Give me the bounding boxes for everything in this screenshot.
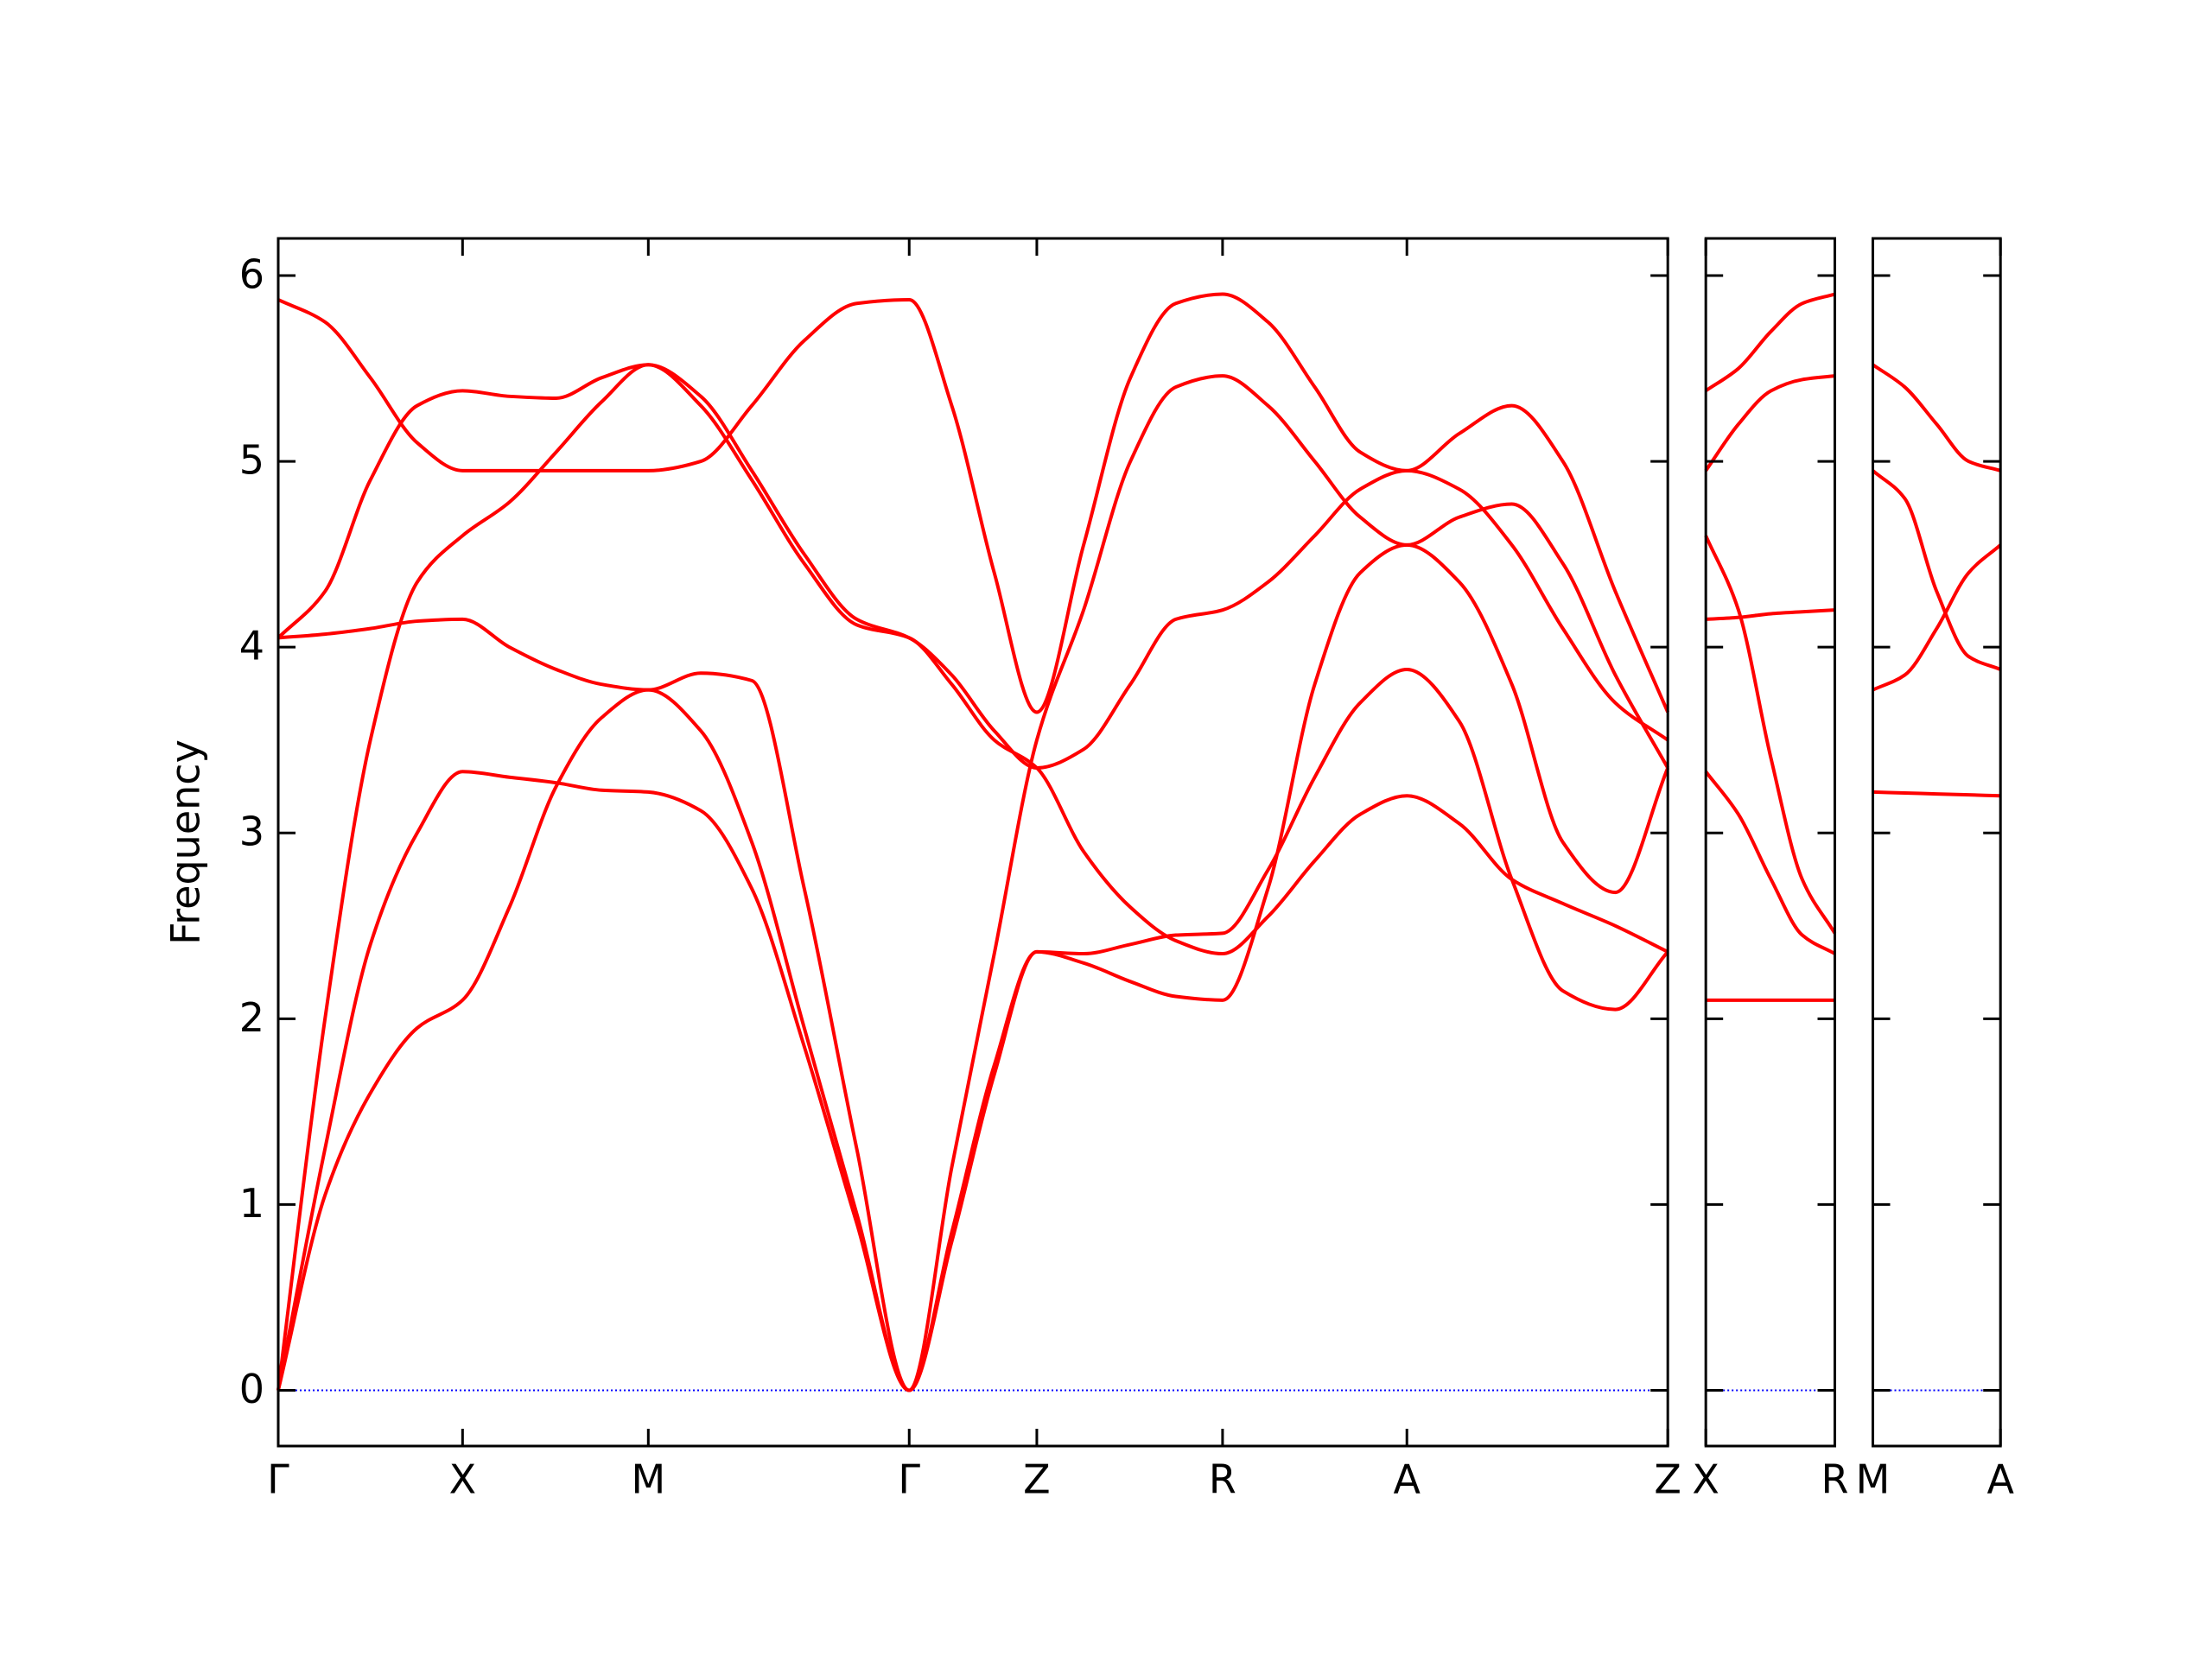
band-line [277,292,1670,714]
y-tick-label: 3 [239,809,264,855]
band-line [1704,374,1835,472]
x-tick-label: Γ [267,1456,289,1503]
x-tick-label: Γ [898,1456,920,1503]
x-tick-label: A [1986,1456,2014,1503]
y-tick-label: 1 [239,1180,264,1227]
y-tick-label: 5 [239,437,264,484]
band-line [1704,771,1836,955]
y-axis-label: Frequency [162,739,209,945]
band-line [276,363,1669,956]
x-tick-label: R [1821,1456,1849,1503]
band-line [1872,543,2002,692]
band-line [1872,790,2001,798]
y-tick-label: 2 [239,994,264,1041]
band-line [1706,608,1835,621]
band-line [1872,469,2001,671]
x-tick-label: X [449,1456,477,1503]
band-line [276,542,1670,1392]
x-tick-label: M [1856,1456,1891,1503]
x-tick-label: A [1394,1456,1421,1503]
x-tick-label: Z [1023,1456,1051,1503]
x-tick-label: R [1209,1456,1236,1503]
x-tick-label: M [631,1456,665,1503]
plot-frame [276,237,1669,1448]
y-tick-label: 0 [239,1366,264,1412]
band-line [1705,292,1836,393]
band-line [276,667,1669,1392]
x-tick-label: Z [1654,1456,1681,1503]
y-tick-label: 4 [239,623,264,669]
plot-frame [1872,237,2002,1448]
band-line [1872,363,2001,473]
y-tick-label: 6 [239,251,264,298]
x-tick-label: X [1692,1456,1719,1503]
band-line [1704,535,1837,935]
band-line [277,374,1669,1392]
plot-frame [1704,237,1837,1448]
